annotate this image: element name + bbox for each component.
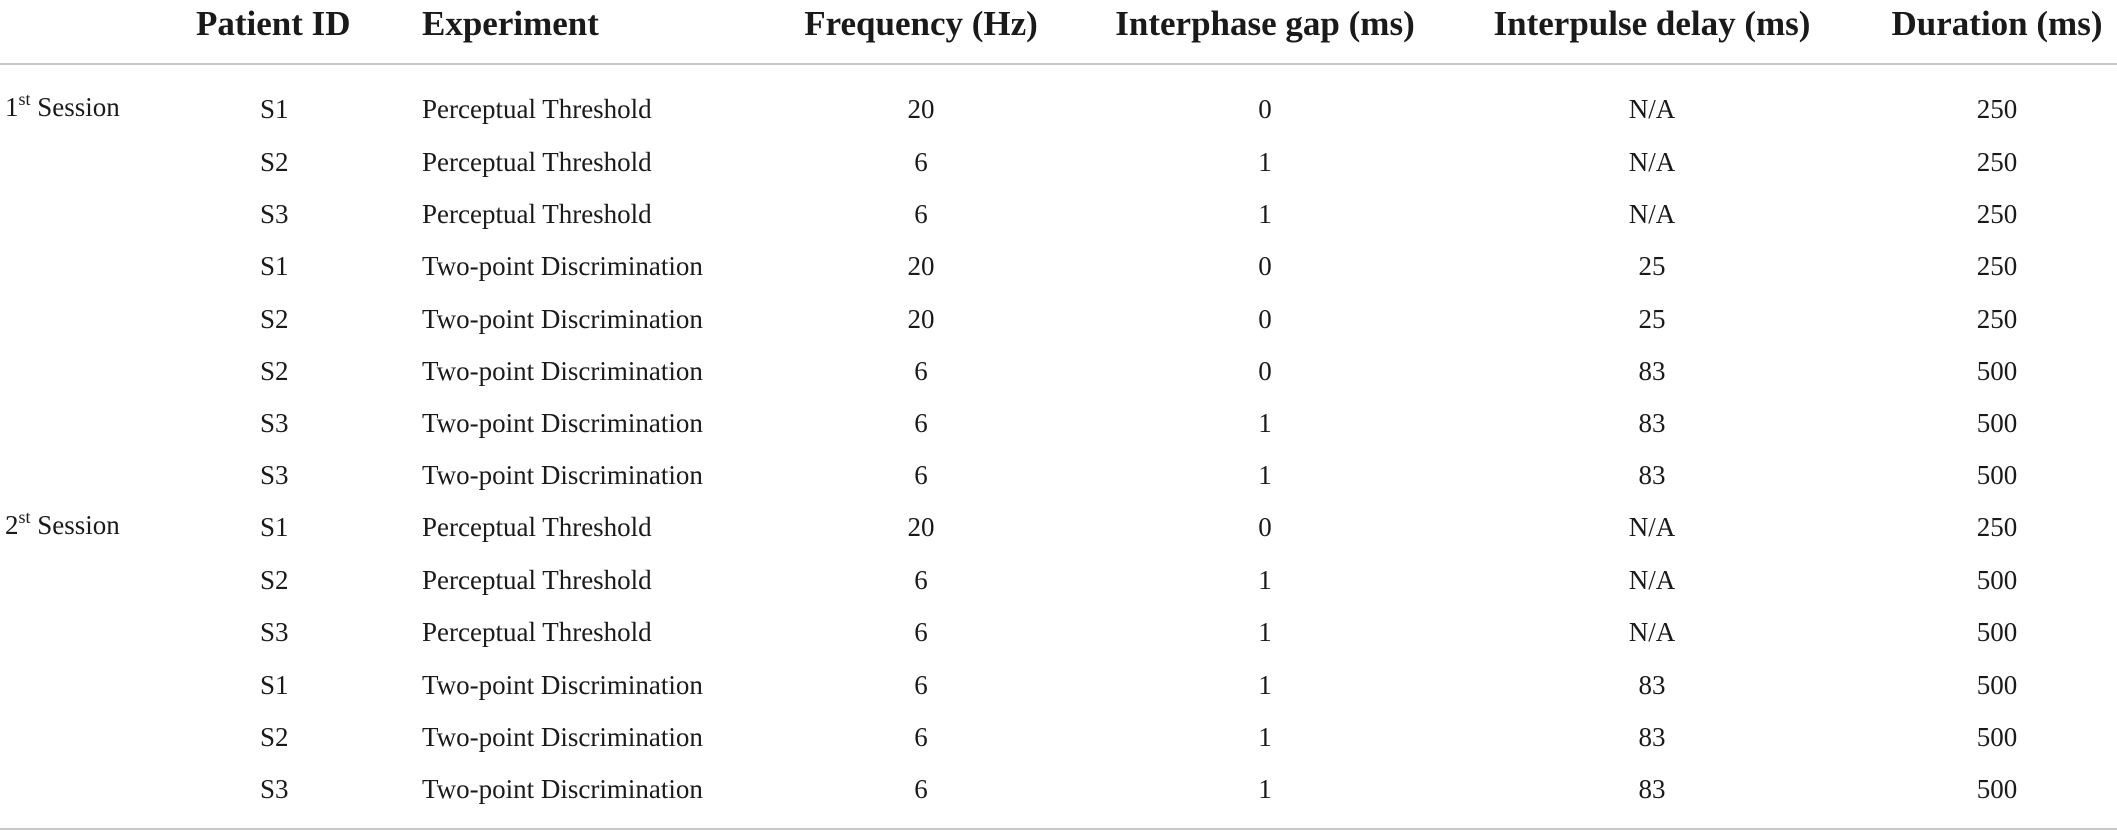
cell-experiment: Perceptual Threshold [422, 199, 652, 229]
cell-interpulse-delay: 83 [1638, 356, 1666, 386]
cell-interpulse-delay: 83 [1638, 722, 1666, 752]
cell-interphase-gap: 1 [1258, 408, 1272, 438]
header-interphase-gap: Interphase gap (ms) [1115, 4, 1415, 43]
cell-patient: S1 [260, 94, 289, 124]
cell-duration: 250 [1976, 304, 2018, 334]
cell-patient: S2 [260, 304, 289, 334]
cell-frequency: 6 [914, 670, 928, 700]
cell-patient: S2 [260, 356, 289, 386]
cell-experiment: Two-point Discrimination [422, 356, 703, 386]
cell-frequency: 6 [914, 565, 928, 595]
cell-frequency: 20 [907, 512, 935, 542]
cell-experiment: Perceptual Threshold [422, 565, 652, 595]
cell-frequency: 6 [914, 460, 928, 490]
cell-duration: 250 [1976, 147, 2018, 177]
cell-interphase-gap: 0 [1258, 251, 1272, 281]
cell-interpulse-delay: 83 [1638, 408, 1666, 438]
cell-interpulse-delay: 83 [1638, 670, 1666, 700]
cell-experiment: Two-point Discrimination [422, 670, 703, 700]
header-duration: Duration (ms) [1891, 4, 2103, 43]
session-label-2: 2st Session [5, 507, 120, 540]
cell-patient: S2 [260, 722, 289, 752]
bottom-rule [0, 828, 2117, 830]
cell-interpulse-delay: 83 [1638, 774, 1666, 804]
cell-interphase-gap: 1 [1258, 670, 1272, 700]
cell-frequency: 20 [907, 304, 935, 334]
cell-duration: 500 [1976, 722, 2018, 752]
cell-interphase-gap: 0 [1258, 94, 1272, 124]
cell-frequency: 6 [914, 722, 928, 752]
cell-duration: 500 [1976, 460, 2018, 490]
cell-duration: 250 [1976, 512, 2018, 542]
cell-patient: S3 [260, 199, 289, 229]
cell-experiment: Two-point Discrimination [422, 722, 703, 752]
cell-interphase-gap: 0 [1258, 512, 1272, 542]
cell-interphase-gap: 1 [1258, 774, 1272, 804]
header-rule [0, 63, 2117, 65]
cell-interpulse-delay: 83 [1638, 460, 1666, 490]
cell-patient: S1 [260, 251, 289, 281]
cell-frequency: 6 [914, 617, 928, 647]
cell-duration: 250 [1976, 199, 2018, 229]
cell-interphase-gap: 1 [1258, 460, 1272, 490]
cell-patient: S1 [260, 512, 289, 542]
cell-interphase-gap: 0 [1258, 356, 1272, 386]
cell-experiment: Two-point Discrimination [422, 251, 703, 281]
cell-frequency: 6 [914, 774, 928, 804]
cell-interphase-gap: 1 [1258, 147, 1272, 177]
cell-interphase-gap: 0 [1258, 304, 1272, 334]
cell-patient: S3 [260, 617, 289, 647]
cell-patient: S1 [260, 670, 289, 700]
cell-experiment: Two-point Discrimination [422, 774, 703, 804]
cell-interphase-gap: 1 [1258, 565, 1272, 595]
cell-interpulse-delay: 25 [1638, 251, 1666, 281]
cell-patient: S3 [260, 460, 289, 490]
header-frequency: Frequency (Hz) [804, 4, 1038, 43]
cell-frequency: 6 [914, 147, 928, 177]
cell-duration: 250 [1976, 251, 2018, 281]
cell-frequency: 6 [914, 408, 928, 438]
cell-interpulse-delay: N/A [1628, 147, 1676, 177]
header-interpulse-delay: Interpulse delay (ms) [1493, 4, 1811, 43]
cell-experiment: Two-point Discrimination [422, 460, 703, 490]
cell-interpulse-delay: N/A [1628, 94, 1676, 124]
cell-experiment: Perceptual Threshold [422, 94, 652, 124]
cell-experiment: Perceptual Threshold [422, 617, 652, 647]
session-label-1: 1st Session [5, 89, 120, 122]
cell-interpulse-delay: N/A [1628, 199, 1676, 229]
cell-duration: 250 [1976, 94, 2018, 124]
cell-patient: S3 [260, 408, 289, 438]
cell-duration: 500 [1976, 617, 2018, 647]
cell-duration: 500 [1976, 565, 2018, 595]
header-patient-id: Patient ID [196, 4, 351, 43]
cell-interphase-gap: 1 [1258, 199, 1272, 229]
cell-interpulse-delay: N/A [1628, 565, 1676, 595]
cell-patient: S2 [260, 565, 289, 595]
cell-experiment: Perceptual Threshold [422, 147, 652, 177]
cell-interpulse-delay: 25 [1638, 304, 1666, 334]
cell-patient: S2 [260, 147, 289, 177]
cell-duration: 500 [1976, 356, 2018, 386]
cell-interpulse-delay: N/A [1628, 617, 1676, 647]
cell-experiment: Two-point Discrimination [422, 408, 703, 438]
cell-duration: 500 [1976, 408, 2018, 438]
cell-interphase-gap: 1 [1258, 617, 1272, 647]
cell-interpulse-delay: N/A [1628, 512, 1676, 542]
cell-duration: 500 [1976, 774, 2018, 804]
cell-interphase-gap: 1 [1258, 722, 1272, 752]
cell-patient: S3 [260, 774, 289, 804]
cell-frequency: 6 [914, 356, 928, 386]
header-experiment: Experiment [422, 4, 599, 43]
cell-frequency: 6 [914, 199, 928, 229]
cell-frequency: 20 [907, 251, 935, 281]
cell-experiment: Two-point Discrimination [422, 304, 703, 334]
cell-experiment: Perceptual Threshold [422, 512, 652, 542]
cell-frequency: 20 [907, 94, 935, 124]
cell-duration: 500 [1976, 670, 2018, 700]
